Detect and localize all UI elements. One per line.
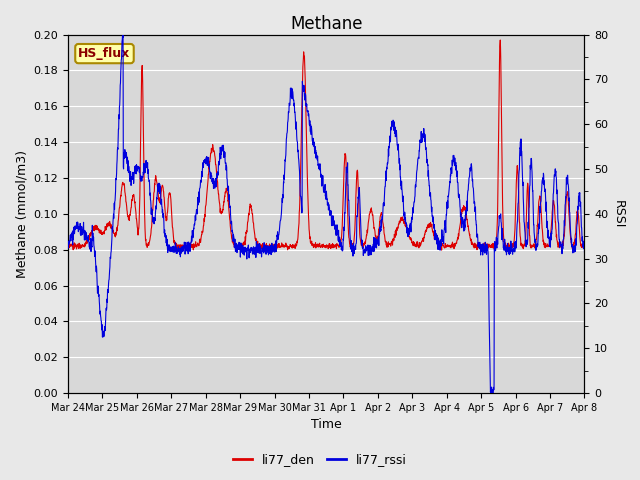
Title: Methane: Methane (290, 15, 362, 33)
X-axis label: Time: Time (311, 419, 342, 432)
Legend: li77_den, li77_rssi: li77_den, li77_rssi (228, 448, 412, 471)
Y-axis label: Methane (mmol/m3): Methane (mmol/m3) (15, 150, 28, 278)
Text: HS_flux: HS_flux (78, 47, 131, 60)
Y-axis label: RSSI: RSSI (612, 200, 625, 228)
